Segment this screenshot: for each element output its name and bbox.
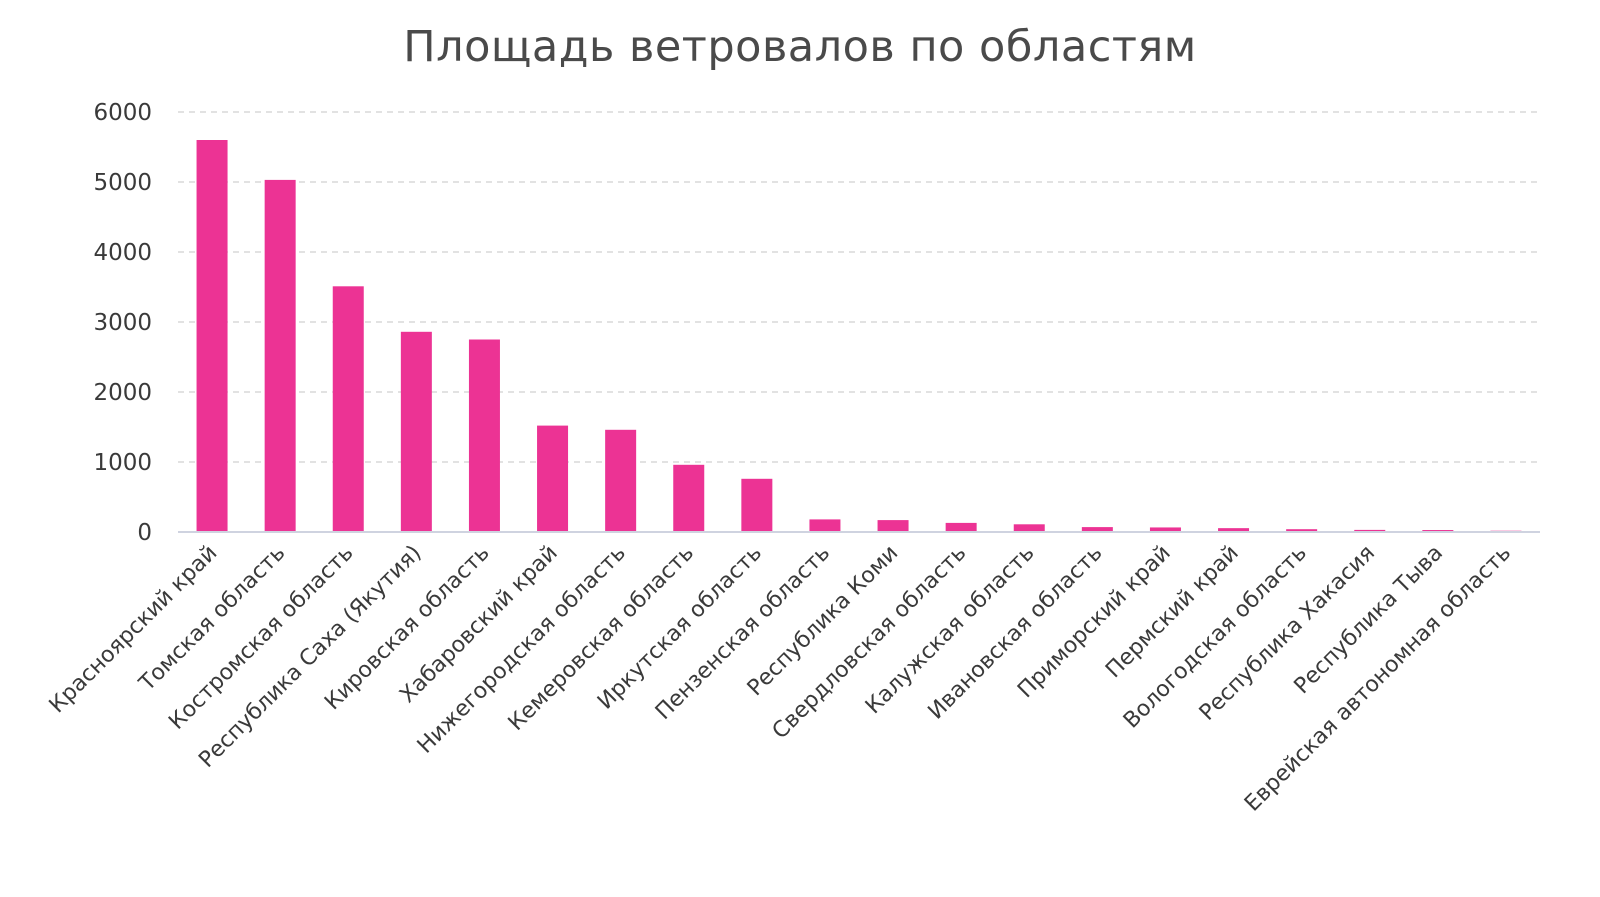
bar (332, 286, 364, 532)
bar (196, 140, 228, 532)
bar (945, 522, 977, 532)
bar (1218, 528, 1250, 532)
bar (1013, 524, 1045, 532)
bar (741, 478, 773, 532)
y-tick-label: 3000 (93, 310, 152, 336)
bar (1149, 527, 1181, 532)
y-tick-label: 2000 (93, 380, 152, 406)
y-tick-label: 0 (137, 520, 152, 546)
bar (1354, 529, 1386, 532)
bar (264, 179, 296, 532)
bar (468, 339, 500, 532)
chart-title: Площадь ветровалов по областям (403, 22, 1197, 72)
bar (877, 520, 909, 532)
y-tick-label: 1000 (93, 450, 152, 476)
y-tick-label: 6000 (93, 100, 152, 126)
bar (673, 464, 705, 532)
y-tick-label: 4000 (93, 240, 152, 266)
bar (400, 331, 432, 532)
bar (537, 425, 569, 532)
bar (809, 519, 841, 532)
bar (605, 429, 637, 532)
bar (1286, 529, 1318, 532)
y-tick-label: 5000 (93, 170, 152, 196)
bar (1081, 527, 1113, 532)
